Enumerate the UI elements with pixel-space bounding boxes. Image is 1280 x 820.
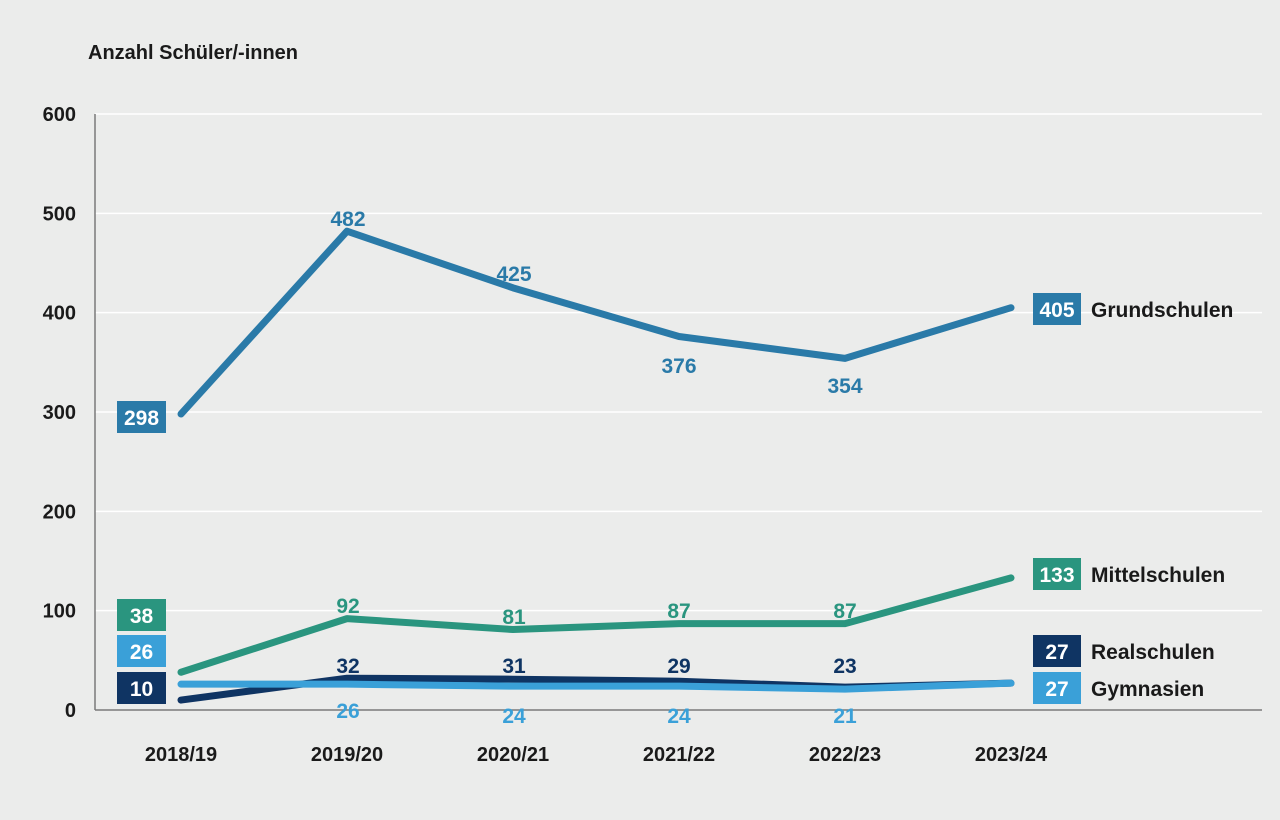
data-label: 92 (336, 595, 359, 618)
last-value-label: 405 (1039, 299, 1074, 322)
data-label: 23 (833, 655, 856, 678)
last-value-label: 133 (1039, 564, 1074, 587)
x-tick-label: 2022/23 (809, 744, 881, 766)
y-tick-label: 200 (43, 501, 76, 523)
first-value-label: 38 (130, 605, 154, 628)
last-value-label: 27 (1045, 641, 1068, 664)
last-value-box (1033, 635, 1081, 667)
first-value-label: 10 (130, 678, 153, 701)
y-tick-label: 500 (43, 203, 76, 225)
gridlines (95, 113, 1262, 612)
y-tick-label: 100 (43, 601, 76, 623)
y-tick-label: 600 (43, 104, 76, 126)
last-value-box (1033, 672, 1081, 704)
first-value-box (117, 599, 166, 631)
data-label: 24 (502, 705, 526, 728)
first-value-label: 26 (130, 641, 153, 664)
first-value-box (117, 401, 166, 433)
series-name-label: Mittelschulen (1091, 564, 1225, 587)
y-tick-label: 0 (65, 700, 76, 722)
data-label: 24 (667, 705, 691, 728)
series-line-mittelschulen (177, 574, 1015, 676)
axes: 0 100 200 300 400 500 600 2018/19 2019/20 2020/21… (43, 104, 1262, 766)
last-value-box (1033, 293, 1081, 325)
first-value-box (117, 672, 166, 704)
series-lines (177, 227, 1015, 704)
data-label: 425 (496, 263, 531, 286)
last-value-box (1033, 558, 1081, 590)
first-value-box (117, 635, 166, 667)
x-tick-label: 2018/19 (145, 744, 217, 766)
data-label: 87 (833, 600, 856, 623)
y-tick-label: 300 (43, 402, 76, 424)
data-label: 32 (336, 655, 359, 678)
data-labels: 298 38 10 26 405 Grundschulen 133 Mittelschulen… (117, 208, 1233, 728)
data-label: 21 (833, 705, 857, 728)
data-label: 29 (667, 655, 690, 678)
series-line-grundschulen (177, 227, 1015, 418)
data-label: 376 (661, 355, 696, 378)
y-axis-label: Anzahl Schüler/-innen (88, 42, 298, 64)
series-name-label: Gymnasien (1091, 678, 1204, 701)
data-label: 87 (667, 600, 690, 623)
x-tick-label: 2019/20 (311, 744, 383, 766)
data-label: 354 (827, 375, 862, 398)
data-label: 26 (336, 700, 359, 723)
x-tick-label: 2020/21 (477, 744, 549, 766)
x-tick-label: 2021/22 (643, 744, 715, 766)
series-name-label: Grundschulen (1091, 299, 1233, 322)
series-line-gymnasien (177, 679, 1015, 693)
x-tick-label: 2023/24 (975, 744, 1048, 766)
series-name-label: Realschulen (1091, 641, 1215, 664)
data-label: 31 (502, 655, 526, 678)
data-label: 81 (502, 606, 526, 629)
last-value-label: 27 (1045, 678, 1068, 701)
y-tick-label: 400 (43, 303, 76, 325)
data-label: 482 (330, 208, 365, 231)
first-value-label: 298 (124, 407, 159, 430)
